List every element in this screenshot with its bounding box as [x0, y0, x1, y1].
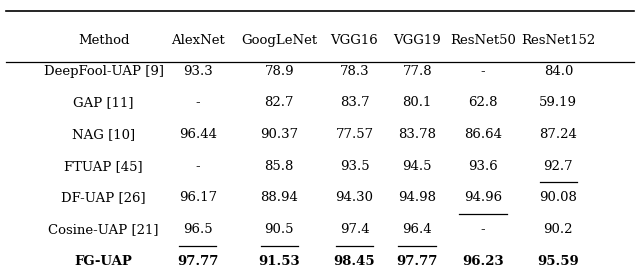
Text: 94.5: 94.5 [403, 160, 432, 173]
Text: 77.8: 77.8 [403, 65, 432, 78]
Text: 96.44: 96.44 [179, 128, 217, 141]
Text: -: - [481, 223, 485, 236]
Text: 83.7: 83.7 [340, 96, 369, 109]
Text: 96.23: 96.23 [462, 254, 504, 268]
Text: Cosine-UAP [21]: Cosine-UAP [21] [49, 223, 159, 236]
Text: 96.17: 96.17 [179, 191, 217, 204]
Text: AlexNet: AlexNet [171, 34, 225, 47]
Text: 93.3: 93.3 [183, 65, 212, 78]
Text: 90.08: 90.08 [540, 191, 577, 204]
Text: ResNet152: ResNet152 [521, 34, 595, 47]
Text: FG-UAP: FG-UAP [75, 254, 132, 268]
Text: 95.59: 95.59 [538, 254, 579, 268]
Text: 59.19: 59.19 [540, 96, 577, 109]
Text: DF-UAP [26]: DF-UAP [26] [61, 191, 146, 204]
Text: GoogLeNet: GoogLeNet [241, 34, 317, 47]
Text: 96.5: 96.5 [183, 223, 212, 236]
Text: 97.77: 97.77 [397, 254, 438, 268]
Text: 90.2: 90.2 [543, 223, 573, 236]
Text: 77.57: 77.57 [335, 128, 374, 141]
Text: 82.7: 82.7 [264, 96, 294, 109]
Text: 93.6: 93.6 [468, 160, 498, 173]
Text: 94.96: 94.96 [464, 191, 502, 204]
Text: 87.24: 87.24 [540, 128, 577, 141]
Text: -: - [481, 65, 485, 78]
Text: FTUAP [45]: FTUAP [45] [64, 160, 143, 173]
Text: 62.8: 62.8 [468, 96, 498, 109]
Text: VGG19: VGG19 [394, 34, 441, 47]
Text: 93.5: 93.5 [340, 160, 369, 173]
Text: 80.1: 80.1 [403, 96, 432, 109]
Text: GAP [11]: GAP [11] [74, 96, 134, 109]
Text: 78.3: 78.3 [340, 65, 369, 78]
Text: 90.5: 90.5 [264, 223, 294, 236]
Text: 97.4: 97.4 [340, 223, 369, 236]
Text: 85.8: 85.8 [264, 160, 294, 173]
Text: Method: Method [78, 34, 129, 47]
Text: 96.4: 96.4 [403, 223, 432, 236]
Text: ResNet50: ResNet50 [450, 34, 516, 47]
Text: 84.0: 84.0 [543, 65, 573, 78]
Text: 88.94: 88.94 [260, 191, 298, 204]
Text: 90.37: 90.37 [260, 128, 298, 141]
Text: DeepFool-UAP [9]: DeepFool-UAP [9] [44, 65, 164, 78]
Text: 78.9: 78.9 [264, 65, 294, 78]
Text: 86.64: 86.64 [464, 128, 502, 141]
Text: 91.53: 91.53 [259, 254, 300, 268]
Text: 83.78: 83.78 [398, 128, 436, 141]
Text: NAG [10]: NAG [10] [72, 128, 135, 141]
Text: -: - [195, 160, 200, 173]
Text: 98.45: 98.45 [333, 254, 375, 268]
Text: VGG16: VGG16 [331, 34, 378, 47]
Text: 97.77: 97.77 [177, 254, 218, 268]
Text: 94.30: 94.30 [335, 191, 374, 204]
Text: -: - [195, 96, 200, 109]
Text: 94.98: 94.98 [398, 191, 436, 204]
Text: 92.7: 92.7 [543, 160, 573, 173]
